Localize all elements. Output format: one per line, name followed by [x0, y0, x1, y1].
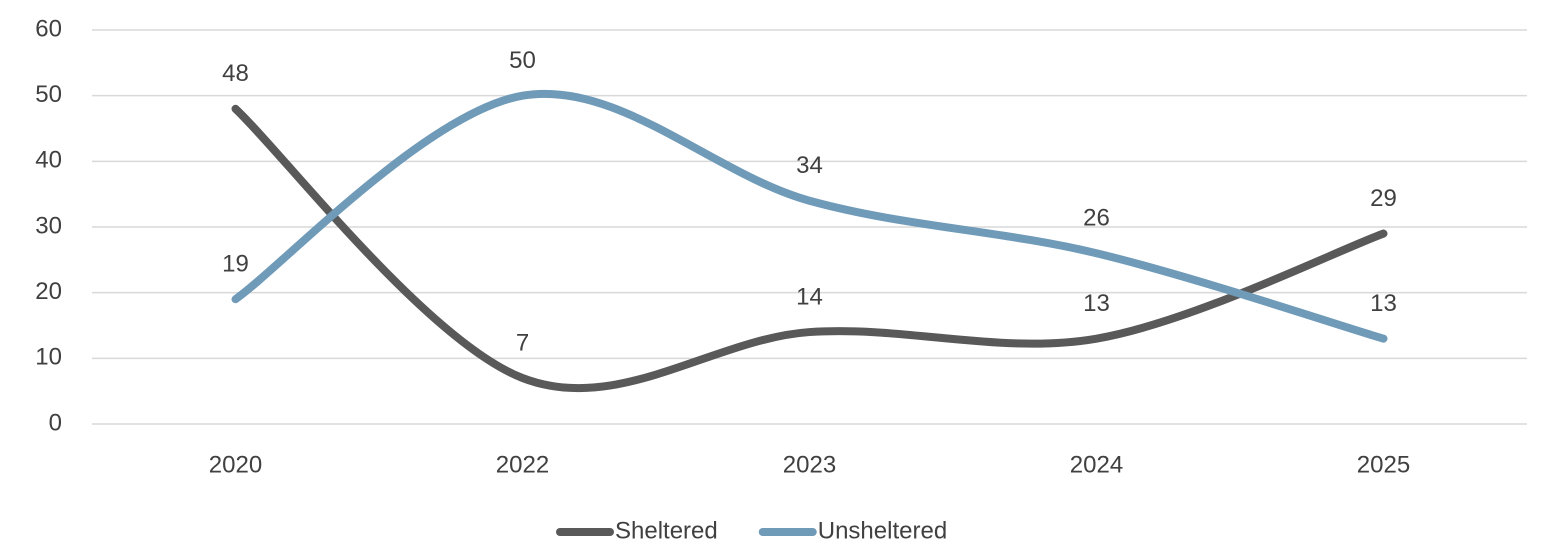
y-tick-label: 0	[49, 409, 62, 436]
x-tick-label: 2023	[783, 451, 836, 478]
data-label: 48	[222, 60, 249, 87]
data-label: 19	[222, 251, 249, 278]
data-label: 50	[509, 47, 536, 74]
legend-label: Unsheltered	[818, 517, 947, 544]
y-tick-label: 30	[35, 212, 62, 239]
legend-label: Sheltered	[615, 517, 718, 544]
y-tick-label: 10	[35, 344, 62, 371]
y-tick-label: 60	[35, 15, 62, 42]
series-line	[231, 89, 1388, 343]
data-label: 34	[796, 152, 823, 179]
data-label: 29	[1370, 185, 1397, 212]
data-label: 14	[796, 283, 823, 310]
x-tick-label: 2024	[1070, 451, 1123, 478]
y-tick-label: 50	[35, 81, 62, 108]
data-label: 13	[1083, 290, 1110, 317]
x-tick-label: 2020	[209, 451, 262, 478]
y-tick-label: 40	[35, 147, 62, 174]
x-tick-label: 2022	[496, 451, 549, 478]
data-label: 26	[1083, 205, 1110, 232]
data-label: 7	[516, 329, 529, 356]
y-tick-label: 20	[35, 278, 62, 305]
data-label: 13	[1370, 290, 1397, 317]
x-tick-label: 2025	[1357, 451, 1410, 478]
series-line	[231, 104, 1388, 393]
